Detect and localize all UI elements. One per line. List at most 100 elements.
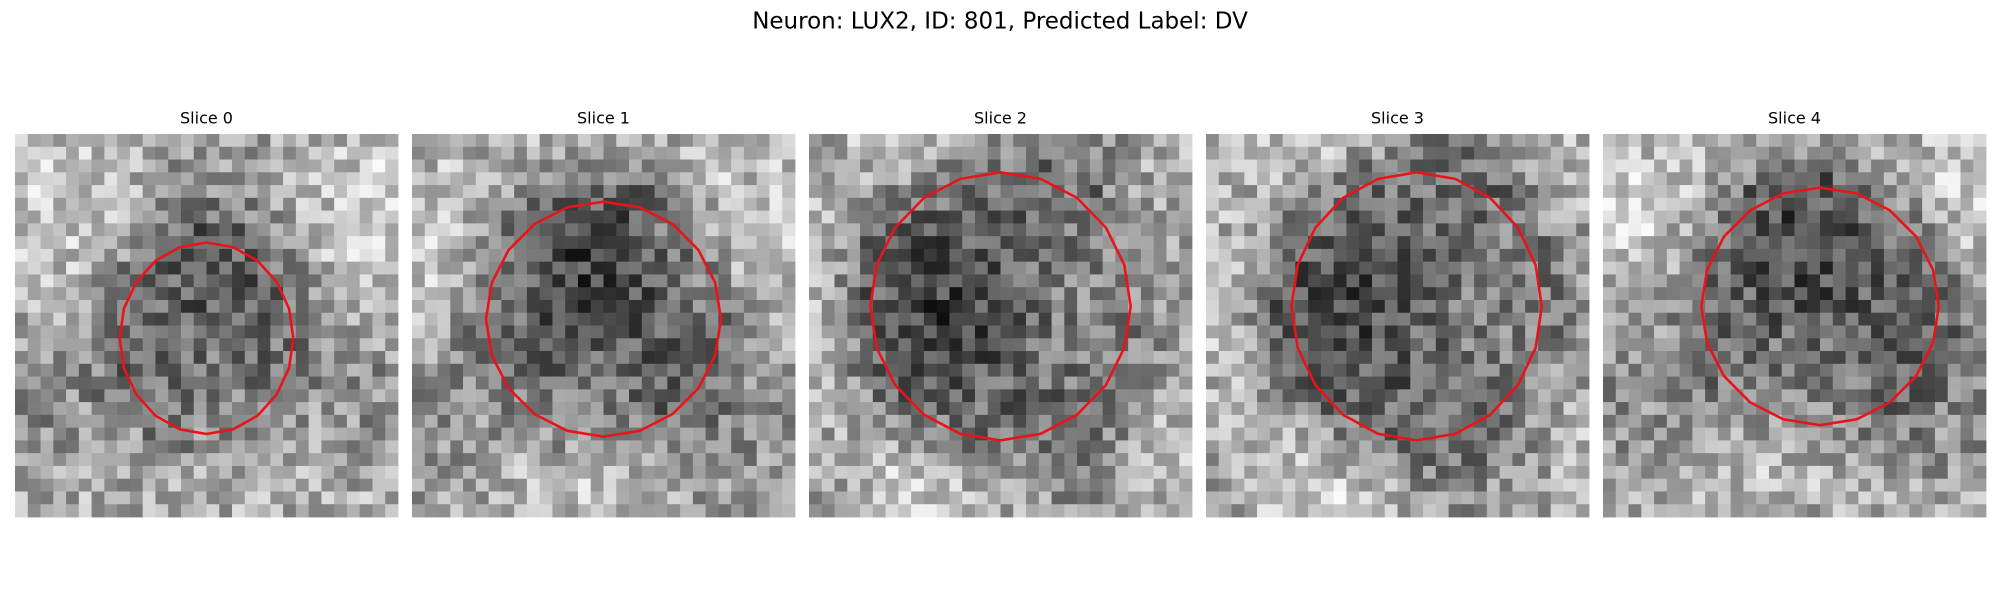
pixel (501, 440, 515, 454)
pixel (1896, 338, 1910, 352)
pixel (923, 312, 938, 326)
pixel (987, 312, 1001, 326)
pixel (898, 223, 912, 237)
pixel (1896, 363, 1910, 377)
pixel (834, 287, 848, 301)
pixel (232, 172, 246, 186)
pixel (1934, 440, 1949, 454)
pixel (206, 440, 220, 454)
pixel (1563, 248, 1577, 263)
pixel (1858, 478, 1872, 492)
pixel (565, 363, 579, 377)
pixel (731, 134, 745, 148)
pixel (936, 197, 950, 211)
pixel (334, 287, 348, 301)
pixel (526, 504, 541, 518)
pixel (1692, 491, 1706, 505)
pixel (1576, 351, 1590, 365)
pixel (66, 172, 80, 186)
pixel (1359, 159, 1373, 173)
pixel (1486, 312, 1501, 326)
pixel (501, 478, 515, 492)
pixel (1909, 299, 1923, 314)
pixel (1435, 287, 1449, 301)
pixel (1282, 427, 1296, 441)
pixel (1000, 299, 1014, 314)
pixel (898, 363, 912, 377)
pixel (244, 134, 258, 148)
pixel (769, 312, 783, 326)
pixel (1666, 146, 1680, 160)
pixel (1807, 440, 1821, 454)
pixel (1206, 236, 1220, 250)
pixel (1346, 197, 1360, 211)
pixel (654, 185, 668, 199)
pixel (1666, 351, 1680, 365)
pixel (756, 402, 770, 416)
pixel (1973, 338, 1987, 352)
pixel (117, 453, 131, 467)
pixel (552, 236, 566, 250)
pixel (1615, 389, 1629, 403)
pixel (847, 134, 861, 148)
pixel (1807, 427, 1821, 441)
pixel (1603, 491, 1617, 505)
pixel (129, 338, 144, 352)
pixel (1666, 427, 1680, 441)
pixel (1359, 440, 1373, 454)
pixel (526, 453, 541, 467)
pixel (1717, 248, 1732, 263)
pixel (962, 453, 976, 467)
pixel (91, 274, 105, 288)
pixel (1794, 146, 1808, 160)
pixel (860, 402, 874, 416)
pixel (15, 402, 29, 416)
pixel (667, 287, 681, 301)
pixel (1000, 210, 1014, 224)
pixel (168, 504, 182, 518)
pixel (1231, 197, 1245, 211)
pixel (463, 491, 477, 505)
pixel (809, 287, 823, 301)
pixel (860, 159, 874, 173)
pixel (1231, 491, 1245, 505)
pixel (1537, 478, 1552, 492)
pixel (731, 287, 745, 301)
pixel (437, 453, 451, 467)
pixel (526, 427, 541, 441)
pixel (1179, 504, 1193, 518)
pixel (847, 159, 861, 173)
pixel (565, 414, 579, 429)
pixel (1461, 146, 1475, 160)
pixel (27, 159, 41, 173)
pixel (552, 453, 566, 467)
pixel (1641, 172, 1655, 186)
pixel (1128, 248, 1142, 263)
pixel (168, 389, 182, 403)
pixel (1922, 185, 1936, 199)
pixel (308, 299, 322, 314)
pixel (308, 338, 322, 352)
pixel (488, 287, 502, 301)
pixel (782, 146, 796, 160)
pixel (501, 312, 515, 326)
pixel (27, 248, 41, 263)
pixel (1051, 453, 1065, 467)
pixel (603, 389, 617, 403)
pixel (1922, 465, 1936, 480)
pixel (437, 287, 451, 301)
pixel (782, 299, 796, 314)
pixel (1628, 248, 1642, 263)
pixel (1308, 427, 1322, 441)
pixel (1461, 453, 1475, 467)
pixel (1179, 414, 1193, 429)
pixel (641, 389, 655, 403)
pixel (1845, 440, 1859, 454)
pixel (1461, 325, 1475, 339)
pixel (1845, 159, 1859, 173)
pixel (1064, 389, 1078, 403)
pixel (1257, 325, 1271, 339)
pixel (1525, 287, 1539, 301)
pixel (295, 351, 310, 365)
